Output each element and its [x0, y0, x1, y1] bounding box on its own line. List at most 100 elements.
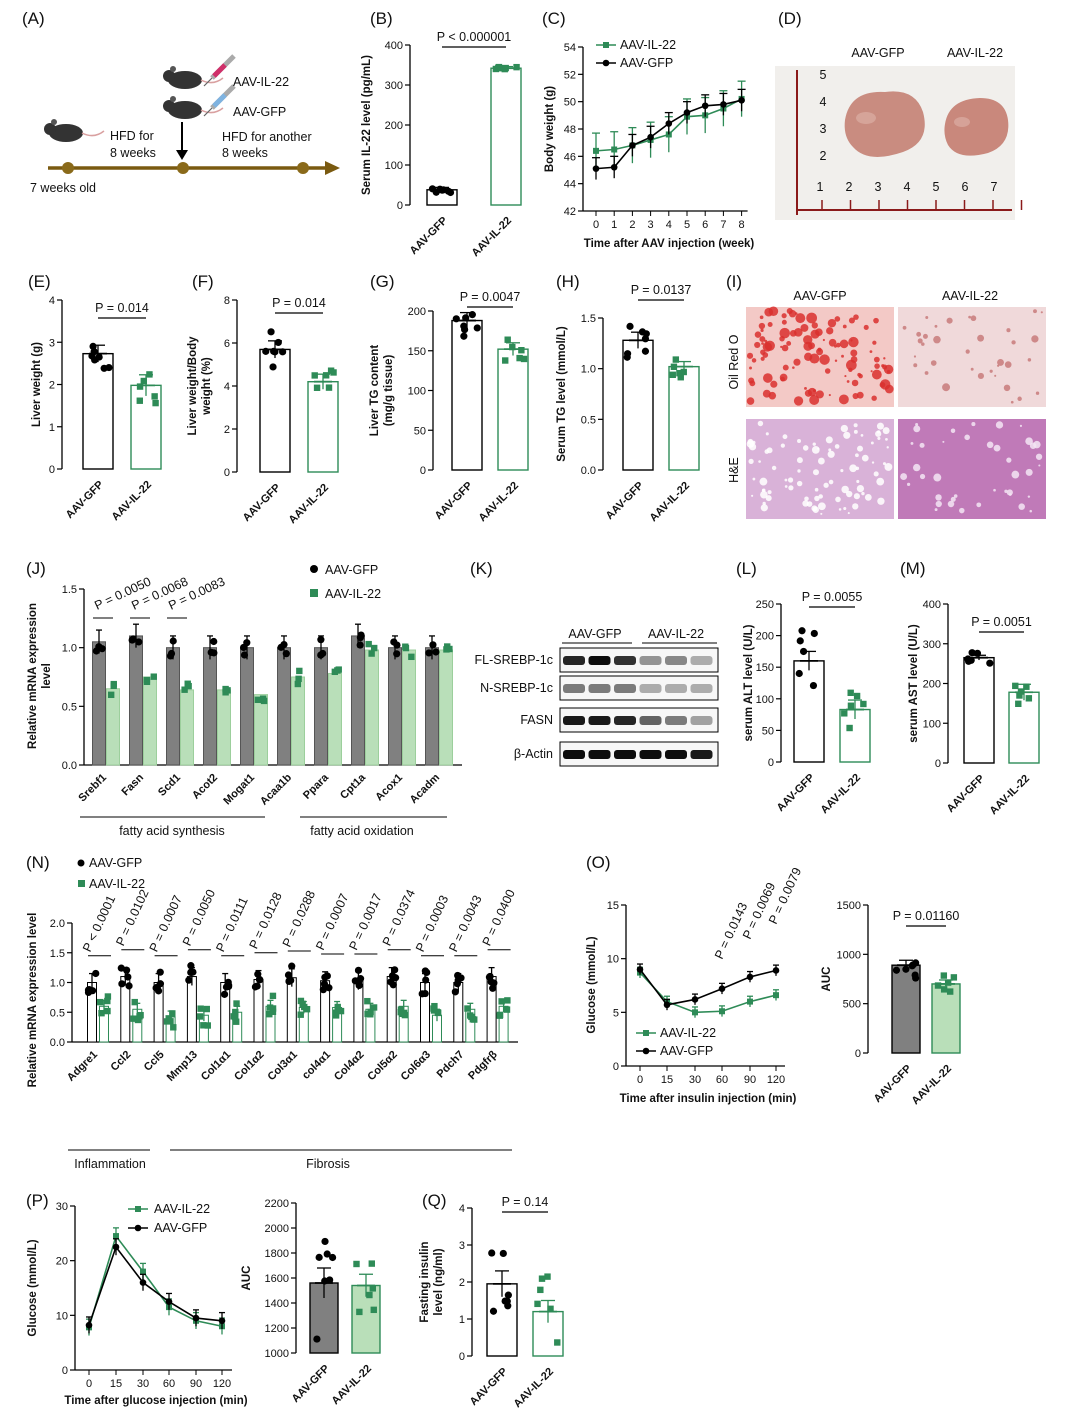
data-point [92, 969, 100, 978]
histology-droplet [1008, 493, 1012, 496]
blot-label: FASN [520, 713, 553, 727]
legend-marker [603, 42, 609, 48]
data-point [370, 1004, 378, 1011]
data-point [672, 356, 680, 363]
y-tick-label: 0.0 [62, 760, 77, 772]
bar [365, 649, 379, 766]
histology-droplet [912, 463, 921, 472]
x-tick-label: 0 [637, 1074, 643, 1086]
y-axis-label: (mg/g tissue) [383, 355, 395, 427]
panel-label-F: (F) [192, 272, 214, 291]
histology-droplet [861, 454, 869, 462]
data-point [636, 966, 644, 973]
panel-label-A: (A) [22, 9, 45, 28]
data-point [267, 328, 275, 336]
data-point [364, 997, 371, 1005]
data-point [402, 644, 410, 652]
blot-band [690, 656, 713, 665]
y-tick-label: 0.5 [581, 414, 596, 426]
p-value: P = 0.0003 [413, 893, 451, 954]
histology-droplet [826, 327, 834, 335]
histology-droplet [883, 357, 886, 360]
histology-droplet [870, 441, 874, 445]
histology-droplet [764, 340, 775, 351]
category-label: AAV-GFP [408, 215, 450, 257]
histology-droplet [810, 329, 820, 339]
data-point [516, 354, 523, 362]
y-tick-label: 1.0 [581, 364, 596, 376]
panel-K: (K) AAV-GFP AAV-IL-22 FL-SREBP-1c N-SREBP-1c… [470, 559, 719, 767]
bar [186, 976, 197, 1043]
syringe-liquid [212, 93, 227, 108]
category-label: AAV-GFP [945, 773, 987, 815]
histology-droplet [915, 422, 919, 426]
legend-marker [135, 1206, 141, 1212]
histology-droplet [817, 502, 826, 511]
bar [931, 983, 961, 1054]
bar [106, 688, 120, 766]
data-point [337, 1007, 345, 1015]
y-tick-label: 100 [408, 386, 426, 398]
p-value: P = 0.0137 [631, 283, 692, 297]
mouse-icon [168, 71, 202, 89]
histology-droplet [970, 315, 977, 322]
data-point [683, 109, 691, 116]
data-point [387, 978, 395, 986]
data-point [489, 1307, 498, 1315]
category-label: AAV-GFP [64, 479, 106, 521]
histology-droplet [820, 512, 823, 515]
histology-droplet [853, 314, 859, 320]
data-point [1015, 700, 1022, 707]
bar [307, 381, 339, 473]
category-label: AAV-GFP [872, 1063, 914, 1105]
y-tick-label: 100 [756, 694, 774, 706]
data-point [940, 986, 948, 993]
data-point [1017, 688, 1025, 695]
histology-droplet [823, 482, 829, 488]
data-point [166, 652, 175, 660]
data-point [846, 724, 853, 732]
category-label: AAV-IL-22 [109, 479, 154, 524]
histology-droplet [780, 443, 785, 448]
histology-droplet [1017, 396, 1022, 401]
histology-droplet [793, 396, 804, 406]
histology-droplet [760, 328, 764, 332]
legend-label: AAV-IL-22 [620, 38, 676, 52]
histology-droplet [767, 322, 773, 328]
group-label-gfp: AAV-GFP [568, 627, 621, 641]
syringe-needle [203, 107, 213, 117]
data-point [371, 644, 378, 652]
histology-droplet [882, 462, 887, 466]
histology-droplet [1003, 384, 1011, 392]
panel-label-Q: (Q) [422, 1191, 447, 1210]
histology-droplet [828, 393, 831, 397]
histology-droplet [1004, 361, 1012, 368]
histology-droplet [754, 331, 762, 338]
histology-droplet [781, 319, 787, 325]
y-tick-label: 100 [923, 718, 941, 730]
histology-droplet [766, 447, 773, 454]
histology-droplet [930, 360, 937, 366]
histology-droplet [913, 363, 918, 368]
data-point [321, 973, 329, 981]
y-tick-label: 400 [923, 599, 941, 611]
histology-droplet [784, 485, 788, 488]
data-point [222, 689, 229, 696]
category-label: AAV-GFP [241, 482, 283, 524]
histology-droplet [959, 507, 965, 514]
histology-droplet [796, 457, 803, 464]
legend-marker [77, 859, 85, 867]
histology-droplet [906, 482, 911, 487]
bar [286, 977, 297, 1043]
data-point [592, 165, 600, 172]
histology-droplet [817, 457, 825, 465]
category-label: AAV-IL-22 [469, 215, 514, 260]
data-point [496, 1011, 504, 1019]
histology-droplet [989, 369, 993, 373]
data-point [369, 1285, 376, 1292]
histology-droplet [848, 317, 855, 324]
data-point [100, 364, 108, 372]
blot-band [690, 684, 713, 693]
